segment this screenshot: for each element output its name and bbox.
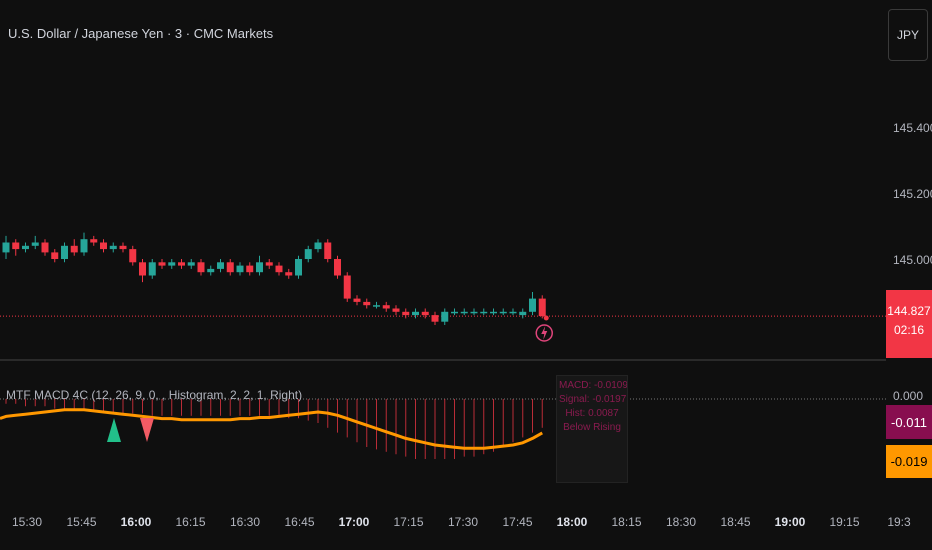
candle-body <box>51 252 59 259</box>
candle-body <box>431 315 439 322</box>
macd-value-tag: -0.011 <box>886 405 932 439</box>
candle-body <box>519 311 527 316</box>
candle-body <box>217 262 224 269</box>
signal-value-tag: -0.019 <box>886 445 932 478</box>
time-axis-label: 19:3 <box>887 515 911 529</box>
time-axis-label: 16:45 <box>284 515 315 529</box>
candle-body <box>178 262 185 266</box>
candle-body <box>373 305 380 307</box>
info-state: Below Rising <box>563 422 621 433</box>
candle-body <box>70 245 78 253</box>
info-macd: MACD: -0.0109 <box>559 380 628 391</box>
candle-body <box>353 298 361 302</box>
candle-body <box>304 249 312 259</box>
price-axis-label: 145.200 <box>893 187 932 201</box>
candle-body <box>61 245 68 259</box>
candle-body <box>109 245 117 250</box>
candle-body <box>343 275 351 299</box>
time-axis-label: 16:00 <box>120 515 152 529</box>
candle-body <box>246 265 254 273</box>
price-axis-label: 145.400 <box>893 121 932 135</box>
last-price-value: 144.827 <box>887 304 931 318</box>
candle-body <box>90 239 98 243</box>
chart-title: U.S. Dollar / Japanese Yen · 3 · CMC Mar… <box>8 26 274 41</box>
time-axis-label: 16:30 <box>229 515 261 529</box>
lightning-bolt <box>541 326 548 340</box>
candle-body <box>148 262 156 276</box>
candle-body <box>168 262 176 266</box>
info-signal: Signal: -0.0197 <box>559 394 627 405</box>
alert-dot <box>543 315 549 321</box>
candle-body <box>285 272 293 276</box>
candle-body <box>295 259 302 276</box>
time-axis-label: 15:30 <box>11 515 43 529</box>
candle-body <box>256 262 263 273</box>
info-hist: Hist: 0.0087 <box>565 408 619 419</box>
indicator-zero-label: 0.000 <box>893 389 924 403</box>
pane-separator[interactable] <box>0 359 886 361</box>
candle-body <box>509 311 517 314</box>
candle-body <box>382 305 390 309</box>
candle-body <box>392 308 400 312</box>
candle-body <box>412 311 419 316</box>
candle-body <box>421 311 429 316</box>
time-axis-label: 17:30 <box>447 515 479 529</box>
candle-body <box>529 298 536 312</box>
candle-body <box>363 301 371 306</box>
candle-body <box>2 242 10 253</box>
candle-body <box>31 242 39 246</box>
candle-body <box>451 311 458 314</box>
macd-line <box>0 408 543 450</box>
sell-arrow-icon <box>140 418 154 442</box>
time-axis-label: 19:00 <box>774 515 806 529</box>
time-axis-label: 18:30 <box>665 515 697 529</box>
candle-body <box>314 242 322 250</box>
candle-body <box>129 249 137 263</box>
time-axis-label: 15:45 <box>66 515 97 529</box>
candle-body <box>441 311 449 322</box>
time-axis-label: 18:45 <box>720 515 751 529</box>
candle-body <box>187 262 195 266</box>
time-axis-label: 18:00 <box>556 515 588 529</box>
candle-body <box>100 242 107 250</box>
time-axis-label: 16:15 <box>175 515 206 529</box>
candle-body <box>480 311 488 314</box>
candle-body <box>139 262 146 276</box>
indicator-info-box: MACD: -0.0109 Signal: -0.0197 Hist: 0.00… <box>556 375 628 483</box>
candle-body <box>226 262 234 273</box>
candle-body <box>460 311 468 314</box>
candle-body <box>197 262 205 273</box>
candle-body <box>538 298 546 317</box>
lightning-icon <box>535 324 553 342</box>
price-chart[interactable] <box>0 0 886 510</box>
candle-body <box>275 265 283 273</box>
time-axis-label: 18:15 <box>611 515 642 529</box>
indicator-title[interactable]: MTF MACD 4C (12, 26, 9, 0, , Histogram, … <box>6 388 303 402</box>
candle-body <box>265 262 273 266</box>
bar-countdown: 02:16 <box>893 323 925 337</box>
candle-body <box>499 311 507 314</box>
time-axis-label: 17:45 <box>502 515 533 529</box>
last-price-badge: 144.827 02:16 <box>886 290 932 358</box>
candle-body <box>334 259 341 276</box>
candle-body <box>490 311 497 314</box>
time-axis-label: 17:15 <box>393 515 424 529</box>
candle-body <box>41 242 49 253</box>
candle-body <box>402 311 410 316</box>
candle-body <box>158 262 166 266</box>
candle-body <box>236 265 244 273</box>
candle-body <box>119 245 127 250</box>
currency-button[interactable]: JPY <box>888 9 928 61</box>
time-axis-label: 19:15 <box>829 515 860 529</box>
candle-body <box>22 245 29 250</box>
candle-body <box>324 242 332 259</box>
candle-body <box>207 268 215 273</box>
buy-arrow-icon <box>107 418 121 442</box>
candle-body <box>80 239 88 253</box>
candle-body <box>470 311 478 314</box>
time-axis-label: 17:00 <box>338 515 370 529</box>
candle-body <box>12 242 20 250</box>
price-axis-label: 145.000 <box>893 253 932 267</box>
